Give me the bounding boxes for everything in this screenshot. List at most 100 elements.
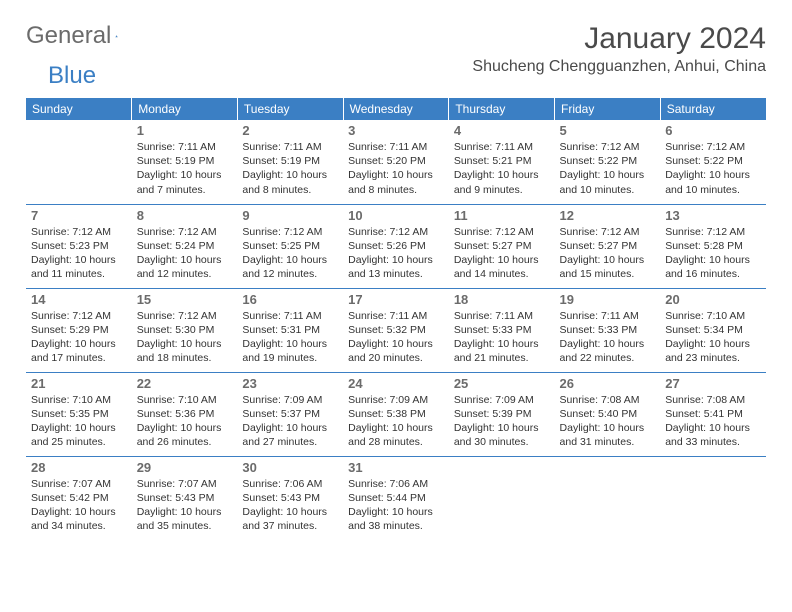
daylight-text: Daylight: 10 hours and 8 minutes. bbox=[348, 168, 444, 196]
calendar-cell: 19Sunrise: 7:11 AMSunset: 5:33 PMDayligh… bbox=[555, 288, 661, 372]
day-number: 4 bbox=[454, 123, 550, 138]
day-info: Sunrise: 7:11 AMSunset: 5:32 PMDaylight:… bbox=[348, 309, 444, 366]
calendar-cell: 5Sunrise: 7:12 AMSunset: 5:22 PMDaylight… bbox=[555, 120, 661, 204]
calendar-cell: 20Sunrise: 7:10 AMSunset: 5:34 PMDayligh… bbox=[660, 288, 766, 372]
sunrise-text: Sunrise: 7:09 AM bbox=[454, 393, 550, 407]
day-number: 26 bbox=[560, 376, 656, 391]
sunset-text: Sunset: 5:20 PM bbox=[348, 154, 444, 168]
day-info: Sunrise: 7:08 AMSunset: 5:41 PMDaylight:… bbox=[665, 393, 761, 450]
calendar-cell: 22Sunrise: 7:10 AMSunset: 5:36 PMDayligh… bbox=[132, 372, 238, 456]
day-number: 2 bbox=[242, 123, 338, 138]
calendar-cell: 28Sunrise: 7:07 AMSunset: 5:42 PMDayligh… bbox=[26, 456, 132, 540]
day-info: Sunrise: 7:07 AMSunset: 5:43 PMDaylight:… bbox=[137, 477, 233, 534]
sunrise-text: Sunrise: 7:11 AM bbox=[454, 309, 550, 323]
sunrise-text: Sunrise: 7:12 AM bbox=[454, 225, 550, 239]
daylight-text: Daylight: 10 hours and 21 minutes. bbox=[454, 337, 550, 365]
sunrise-text: Sunrise: 7:08 AM bbox=[560, 393, 656, 407]
day-info: Sunrise: 7:10 AMSunset: 5:34 PMDaylight:… bbox=[665, 309, 761, 366]
sunset-text: Sunset: 5:28 PM bbox=[665, 239, 761, 253]
calendar-cell: 12 Sunrise: 7:12 AMSunset: 5:27 PMDayligh… bbox=[555, 204, 661, 288]
day-number: 15 bbox=[137, 292, 233, 307]
sunset-text: Sunset: 5:24 PM bbox=[137, 239, 233, 253]
daylight-text: Daylight: 10 hours and 9 minutes. bbox=[454, 168, 550, 196]
day-number: 24 bbox=[348, 376, 444, 391]
calendar-cell: 16Sunrise: 7:11 AMSunset: 5:31 PMDayligh… bbox=[237, 288, 343, 372]
day-info: Sunrise: 7:08 AMSunset: 5:40 PMDaylight:… bbox=[560, 393, 656, 450]
sail-icon bbox=[115, 26, 118, 46]
weekday-header: Tuesday bbox=[237, 98, 343, 120]
sunset-text: Sunset: 5:23 PM bbox=[31, 239, 127, 253]
sunset-text: Sunset: 5:42 PM bbox=[31, 491, 127, 505]
sunrise-text: Sunrise: 7:12 AM bbox=[665, 140, 761, 154]
sunset-text: Sunset: 5:41 PM bbox=[665, 407, 761, 421]
sunset-text: Sunset: 5:33 PM bbox=[560, 323, 656, 337]
calendar-cell: 21Sunrise: 7:10 AMSunset: 5:35 PMDayligh… bbox=[26, 372, 132, 456]
daylight-text: Daylight: 10 hours and 28 minutes. bbox=[348, 421, 444, 449]
daylight-text: Daylight: 10 hours and 19 minutes. bbox=[242, 337, 338, 365]
day-number: 10 bbox=[348, 208, 444, 223]
calendar-cell: 14Sunrise: 7:12 AMSunset: 5:29 PMDayligh… bbox=[26, 288, 132, 372]
calendar-row: 28Sunrise: 7:07 AMSunset: 5:42 PMDayligh… bbox=[26, 456, 766, 540]
calendar-cell: 7Sunrise: 7:12 AMSunset: 5:23 PMDaylight… bbox=[26, 204, 132, 288]
sunrise-text: Sunrise: 7:06 AM bbox=[242, 477, 338, 491]
calendar-cell bbox=[555, 456, 661, 540]
sunrise-text: Sunrise: 7:07 AM bbox=[31, 477, 127, 491]
day-number: 9 bbox=[242, 208, 338, 223]
day-info: Sunrise: 7:09 AMSunset: 5:38 PMDaylight:… bbox=[348, 393, 444, 450]
sunrise-text: Sunrise: 7:12 AM bbox=[560, 140, 656, 154]
calendar-cell: 27 Sunrise: 7:08 AMSunset: 5:41 PMDayligh… bbox=[660, 372, 766, 456]
sunrise-text: Sunrise: 7:10 AM bbox=[665, 309, 761, 323]
day-number: 12 bbox=[560, 208, 656, 223]
day-info: Sunrise: 7:06 AMSunset: 5:44 PMDaylight:… bbox=[348, 477, 444, 534]
sunrise-text: Sunrise: 7:11 AM bbox=[348, 140, 444, 154]
day-info: Sunrise: 7:12 AMSunset: 5:27 PMDaylight:… bbox=[454, 225, 550, 282]
title-block: January 2024 Shucheng Chengguanzhen, Anh… bbox=[472, 22, 766, 76]
day-number: 29 bbox=[137, 460, 233, 475]
calendar-row: 7 Sunrise: 7:12 AM Sunset: 5:23 PM Daylight… bbox=[26, 204, 766, 288]
day-info: Sunrise: 7:07 AMSunset: 5:42 PMDaylight:… bbox=[31, 477, 127, 534]
day-info: Sunrise: 7:11 AMSunset: 5:20 PMDaylight:… bbox=[348, 140, 444, 197]
daylight-text: Daylight: 10 hours and 34 minutes. bbox=[31, 505, 127, 533]
day-number: 27 bbox=[665, 376, 761, 391]
day-number: 17 bbox=[348, 292, 444, 307]
daylight-text: Daylight: 10 hours and 20 minutes. bbox=[348, 337, 444, 365]
daylight-text: Daylight: 10 hours and 17 minutes. bbox=[31, 337, 127, 365]
calendar-cell: 10Sunrise: 7:12 AMSunset: 5:26 PMDayligh… bbox=[343, 204, 449, 288]
calendar-cell: 29 Sunrise: 7:07 AMSunset: 5:43 PMDayligh… bbox=[132, 456, 238, 540]
day-info: Sunrise: 7:12 AMSunset: 5:30 PMDaylight:… bbox=[137, 309, 233, 366]
daylight-text: Daylight: 10 hours and 12 minutes. bbox=[242, 253, 338, 281]
sunrise-text: Sunrise: 7:09 AM bbox=[348, 393, 444, 407]
sunrise-text: Sunrise: 7:12 AM bbox=[137, 225, 233, 239]
sunset-text: Sunset: 5:31 PM bbox=[242, 323, 338, 337]
weekday-header: Wednesday bbox=[343, 98, 449, 120]
weekday-header: Saturday bbox=[660, 98, 766, 120]
daylight-text: Daylight: 10 hours and 13 minutes. bbox=[348, 253, 444, 281]
calendar-row: 21Sunrise: 7:10 AMSunset: 5:35 PMDayligh… bbox=[26, 372, 766, 456]
sunset-text: Sunset: 5:26 PM bbox=[348, 239, 444, 253]
day-number: 13 bbox=[665, 208, 761, 223]
day-info: Sunrise: 7:10 AMSunset: 5:35 PMDaylight:… bbox=[31, 393, 127, 450]
day-number: 30 bbox=[242, 460, 338, 475]
day-number: 6 bbox=[665, 123, 761, 138]
calendar-cell: 6Sunrise: 7:12 AMSunset: 5:22 PMDaylight… bbox=[660, 120, 766, 204]
daylight-text: Daylight: 10 hours and 18 minutes. bbox=[137, 337, 233, 365]
sunset-text: Sunset: 5:21 PM bbox=[454, 154, 550, 168]
calendar-cell bbox=[660, 456, 766, 540]
sunset-text: Sunset: 5:34 PM bbox=[665, 323, 761, 337]
sunset-text: Sunset: 5:33 PM bbox=[454, 323, 550, 337]
day-info: Sunrise: 7:10 AMSunset: 5:36 PMDaylight:… bbox=[137, 393, 233, 450]
calendar-cell: 30Sunrise: 7:06 AMSunset: 5:43 PMDayligh… bbox=[237, 456, 343, 540]
sunrise-text: Sunrise: 7:11 AM bbox=[137, 140, 233, 154]
day-info: Sunrise: 7:12 AMSunset: 5:27 PMDaylight:… bbox=[560, 225, 656, 282]
daylight-text: Daylight: 10 hours and 26 minutes. bbox=[137, 421, 233, 449]
sunset-text: Sunset: 5:36 PM bbox=[137, 407, 233, 421]
weekday-header-row: Sunday Monday Tuesday Wednesday Thursday… bbox=[26, 98, 766, 120]
calendar-table: Sunday Monday Tuesday Wednesday Thursday… bbox=[26, 98, 766, 540]
daylight-text: Daylight: 10 hours and 25 minutes. bbox=[31, 421, 127, 449]
day-info: Sunrise: 7:11 AMSunset: 5:21 PMDaylight:… bbox=[454, 140, 550, 197]
daylight-text: Daylight: 10 hours and 30 minutes. bbox=[454, 421, 550, 449]
day-number: 7 bbox=[31, 208, 127, 223]
weekday-header: Sunday bbox=[26, 98, 132, 120]
calendar-cell: 23Sunrise: 7:09 AMSunset: 5:37 PMDayligh… bbox=[237, 372, 343, 456]
daylight-text: Daylight: 10 hours and 37 minutes. bbox=[242, 505, 338, 533]
